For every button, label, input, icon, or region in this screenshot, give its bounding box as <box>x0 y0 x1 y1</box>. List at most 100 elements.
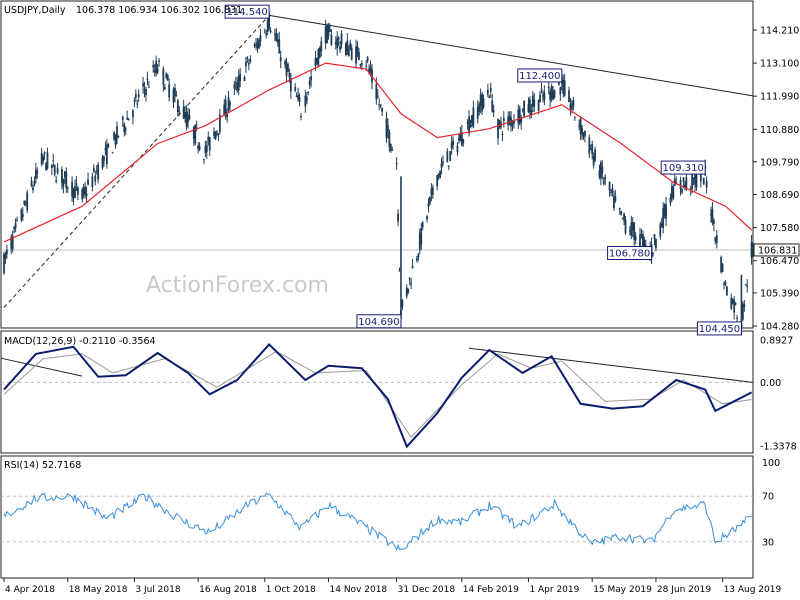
price-bar-body <box>604 177 607 180</box>
price-bar-body <box>142 83 144 87</box>
price-annotation: 104.450 <box>696 320 742 336</box>
price-bar-body <box>366 57 369 62</box>
price-bar-body <box>743 304 746 307</box>
price-bar-body <box>65 171 68 188</box>
price-bar-body <box>527 104 530 112</box>
price-bar-body <box>111 152 114 154</box>
annotation-box <box>356 314 402 329</box>
annotation-label: 104.690 <box>358 317 399 328</box>
price-bar-body <box>158 60 160 62</box>
price-bar-body <box>430 188 433 195</box>
price-bar-body <box>316 57 318 63</box>
price-bar-body <box>40 153 43 165</box>
price-bar-body <box>513 120 515 124</box>
price-bar-body <box>694 174 696 185</box>
price-bar-body <box>132 110 134 118</box>
rsi-tick-label: 70 <box>762 492 774 503</box>
price-bar-body <box>92 167 95 172</box>
price-bar-body <box>218 114 221 132</box>
price-bar-body <box>34 169 37 179</box>
price-bar-body <box>613 195 615 209</box>
price-bar-body <box>663 204 666 216</box>
rsi-layer <box>3 492 752 551</box>
price-bar-body <box>227 96 230 110</box>
price-bar-body <box>584 130 586 137</box>
price-bar-body <box>508 115 511 121</box>
axis-labels: 114.210 113.100 111.990 110.880 109.790 108.6… <box>3 26 800 595</box>
price-bar-body <box>166 75 169 81</box>
price-bar-body <box>76 187 79 195</box>
price-bar-body <box>381 107 384 112</box>
rsi-panel-frame <box>0 455 754 579</box>
price-bar-body <box>736 317 738 319</box>
price-bar-body <box>136 103 139 105</box>
price-bar-body <box>163 86 166 90</box>
time-tick-label: 4 Apr 2018 <box>5 585 55 595</box>
price-bar-body <box>188 115 191 119</box>
price-bar-body <box>733 299 736 313</box>
price-bar-body <box>153 70 156 73</box>
price-bar-body <box>300 116 302 118</box>
price-bar-body <box>449 151 452 161</box>
price-bar-body <box>711 209 714 223</box>
price-bar-body <box>557 81 560 85</box>
price-bar-body <box>408 277 411 279</box>
price-bar-body <box>447 165 450 167</box>
price-bar-body <box>611 188 614 193</box>
macd-trendline <box>468 347 754 383</box>
price-bar-body <box>479 94 482 107</box>
price-bar-body <box>486 89 489 95</box>
price-bar-body <box>378 103 381 105</box>
annotation-label: 104.450 <box>699 324 740 335</box>
price-bar-body <box>592 155 595 166</box>
price-bar-body <box>134 94 137 98</box>
price-bar-body <box>168 84 171 98</box>
price-bar-body <box>398 270 401 272</box>
price-bar-body <box>568 90 570 103</box>
time-tick-label: 14 Feb 2019 <box>463 585 519 595</box>
price-bar-body <box>420 228 423 245</box>
macd-tick-label: -1.3378 <box>760 442 797 453</box>
macd-tick-label: 0.8927 <box>760 336 793 347</box>
watermark: ActionForex.com <box>146 273 329 298</box>
price-bar-body <box>528 99 531 112</box>
price-bar-body <box>421 222 424 228</box>
chart-ohlc: 106.378 106.934 106.302 106.831 <box>76 5 242 16</box>
price-bar-body <box>385 118 388 138</box>
price-bar-body <box>61 169 63 183</box>
price-bar-body <box>103 156 105 161</box>
price-bar-body <box>137 94 140 98</box>
time-tick-label: 14 Nov 2018 <box>330 585 388 595</box>
price-bar-body <box>256 42 259 49</box>
moving-average-layer <box>3 62 753 243</box>
price-bar-body <box>579 118 582 135</box>
price-bar-body <box>123 123 126 132</box>
price-bar-body <box>569 103 572 110</box>
time-tick-label: 28 Jun 2019 <box>657 585 711 595</box>
price-bar-body <box>3 254 5 274</box>
price-bar-body <box>365 65 368 67</box>
price-bar-body <box>46 152 49 169</box>
price-annotations: 114.540 104.690 112.400 109.310 106.780 104.4… <box>224 4 742 336</box>
price-bar-body <box>294 87 297 91</box>
price-bar-body <box>573 116 576 118</box>
price-bar-body <box>32 187 34 191</box>
price-bar-body <box>62 178 65 187</box>
price-bar-body <box>602 180 605 184</box>
price-bar-body <box>279 57 282 62</box>
price-bar-body <box>360 63 363 66</box>
price-bar-body <box>334 41 337 45</box>
price-bar-body <box>659 224 662 237</box>
price-bar-body <box>710 213 712 216</box>
price-bar-body <box>695 174 698 188</box>
price-bar-body <box>653 234 656 240</box>
price-bar-body <box>724 282 727 285</box>
price-bar-body <box>307 91 310 93</box>
price-bar-body <box>714 237 717 242</box>
price-tick-label: 108.690 <box>760 190 799 201</box>
price-bar-body <box>246 57 249 59</box>
price-bar-body <box>471 115 473 124</box>
price-bar-body <box>418 232 421 250</box>
price-bar-body <box>620 210 623 215</box>
price-bar-body <box>223 104 226 116</box>
